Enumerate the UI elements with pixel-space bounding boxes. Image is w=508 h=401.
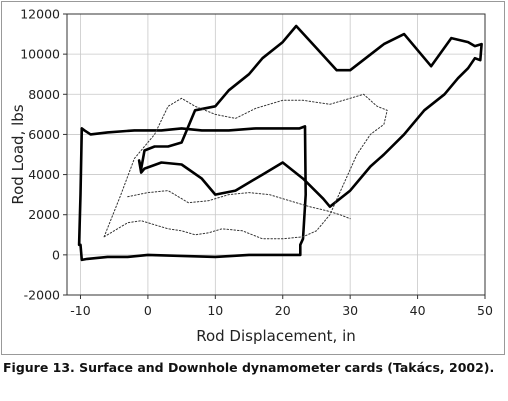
series-line-dotted-3 — [127, 190, 351, 220]
figure-caption: Figure 13. Surface and Downhole dynamome… — [3, 360, 495, 375]
y-tick-label: 0 — [52, 247, 60, 262]
x-tick-label: 20 — [275, 303, 291, 318]
x-tick-label: 10 — [207, 303, 223, 318]
y-tick-label: 4000 — [28, 167, 60, 182]
y-tick-label: 12000 — [20, 7, 60, 22]
y-tick-label: -2000 — [24, 288, 60, 303]
y-tick-label: 10000 — [20, 47, 60, 62]
plot-area — [66, 13, 486, 296]
x-tick-label: -10 — [70, 303, 90, 318]
series-line-solid-0 — [77, 125, 308, 262]
x-tick-label: 30 — [342, 303, 358, 318]
series-line-solid-1 — [137, 24, 483, 208]
dynamometer-chart: -10 0 10 20 30 40 50 -2000 0 2000 4000 6000 8000 1000… — [9, 7, 493, 346]
y-tick-label: 2000 — [28, 207, 60, 222]
x-tick-label: 0 — [144, 303, 152, 318]
tick-labels: -10 0 10 20 30 40 50 -2000 0 2000 4000 6000 8000 1000… — [20, 7, 493, 319]
y-axis-label: Rod Load, lbs — [9, 104, 27, 204]
figure-frame — [1, 1, 505, 355]
y-tick-label: 6000 — [28, 127, 60, 142]
series-lines — [77, 24, 483, 262]
x-tick-label: 40 — [410, 303, 426, 318]
x-axis-label: Rod Displacement, in — [196, 327, 356, 345]
y-tick-label: 8000 — [28, 87, 60, 102]
x-tick-label: 50 — [477, 303, 493, 318]
series-line-dotted-2 — [103, 93, 388, 240]
